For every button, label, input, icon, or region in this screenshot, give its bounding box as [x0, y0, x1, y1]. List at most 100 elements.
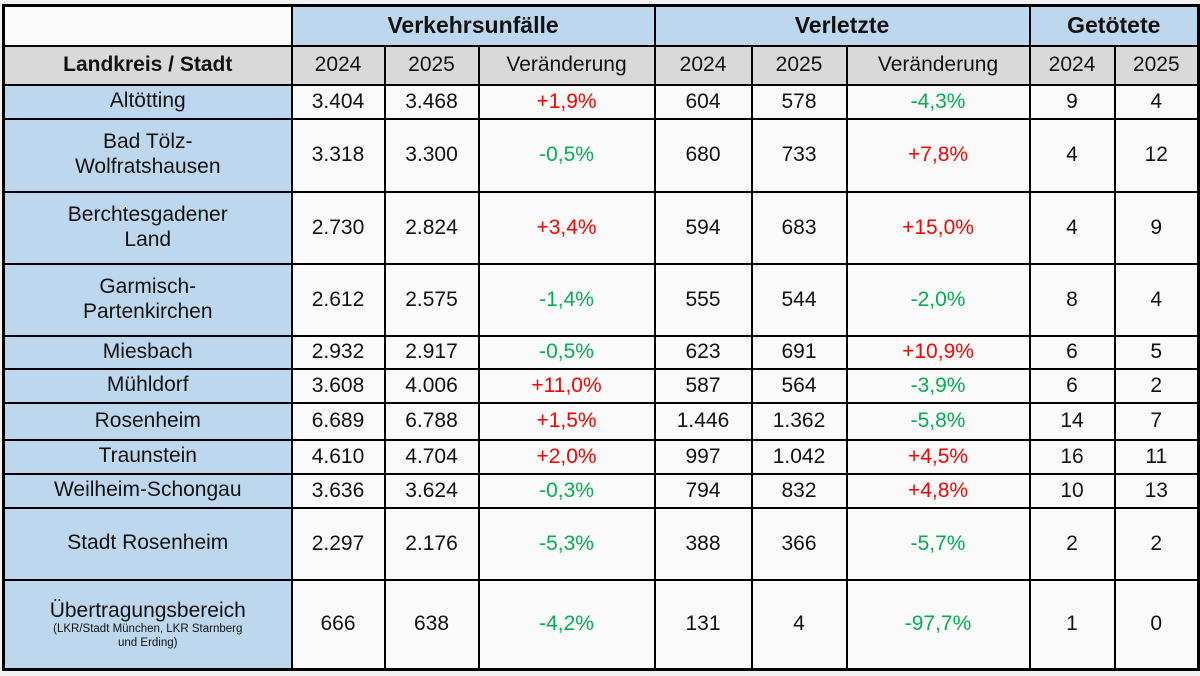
injured-2024-cell: 1.446 — [653, 401, 753, 441]
injured-change-cell: +7,8% — [845, 117, 1031, 193]
row-label: Weilheim-Schongau — [2, 472, 293, 509]
injured-change-cell: -4,3% — [845, 83, 1031, 120]
row-label: Mühldorf — [2, 367, 293, 404]
injured-2024-header: 2024 — [653, 44, 753, 86]
district-name: Stadt Rosenheim — [67, 531, 229, 555]
injured-2024-cell: 794 — [653, 472, 753, 509]
group-header-verletzte: Verletzte — [653, 4, 1031, 47]
accidents-2024-cell: 6.689 — [290, 401, 386, 441]
accidents-change-cell: -0,5% — [477, 117, 656, 193]
accidents-2024-cell: 2.730 — [290, 190, 386, 265]
killed-2024-cell: 16 — [1028, 438, 1116, 475]
killed-2025-cell: 2 — [1113, 367, 1200, 404]
table-row-garmisch: Garmisch- Partenkirchen 2.612 2.575 -1,4… — [2, 262, 1200, 337]
district-name: Miesbach — [102, 339, 193, 363]
accidents-2025-cell: 3.300 — [383, 117, 480, 193]
killed-2024-cell: 14 — [1028, 401, 1116, 441]
accidents-change-cell: +1,5% — [477, 401, 656, 441]
injured-2025-cell: 1.362 — [750, 401, 848, 441]
row-header-label: Landkreis / Stadt — [2, 44, 293, 86]
table-row-altoetting: Altötting 3.404 3.468 +1,9% 604 578 -4,3… — [2, 83, 1200, 120]
injured-change-cell: +4,8% — [845, 472, 1031, 509]
killed-2025-cell: 0 — [1113, 578, 1200, 671]
accidents-2025-cell: 4.704 — [383, 438, 480, 475]
accidents-2025-header: 2025 — [383, 44, 480, 86]
group-header-row: Verkehrsunfälle Verletzte Getötete — [2, 4, 1200, 47]
corner-cell — [2, 4, 293, 47]
row-label: Rosenheim — [2, 401, 293, 441]
accidents-change-cell: -0,3% — [477, 472, 656, 509]
district-name: Bad Tölz- Wolfratshausen — [74, 130, 221, 178]
accidents-2024-cell: 4.610 — [290, 438, 386, 475]
accidents-2024-header: 2024 — [290, 44, 386, 86]
accidents-change-cell: +2,0% — [477, 438, 656, 475]
injured-2025-cell: 691 — [750, 334, 848, 370]
accidents-2025-cell: 638 — [383, 578, 480, 671]
row-label: Garmisch- Partenkirchen — [2, 262, 293, 337]
killed-2025-cell: 13 — [1113, 472, 1200, 509]
injured-2025-header: 2025 — [750, 44, 848, 86]
killed-2025-cell: 4 — [1113, 262, 1200, 337]
row-label: Berchtesgadener Land — [2, 190, 293, 265]
table-row-rosenheim: Rosenheim 6.689 6.788 +1,5% 1.446 1.362 … — [2, 401, 1200, 441]
injured-change-cell: +4,5% — [845, 438, 1031, 475]
injured-2024-cell: 555 — [653, 262, 753, 337]
row-label: Miesbach — [2, 334, 293, 370]
district-name: Weilheim-Schongau — [53, 478, 242, 502]
injured-2025-cell: 733 — [750, 117, 848, 193]
injured-2024-cell: 131 — [653, 578, 753, 671]
injured-2024-cell: 587 — [653, 367, 753, 404]
accidents-change-cell: +1,9% — [477, 83, 656, 120]
injured-change-cell: -97,7% — [845, 578, 1031, 671]
accidents-2025-cell: 2.575 — [383, 262, 480, 337]
injured-2024-cell: 388 — [653, 506, 753, 581]
killed-2025-cell: 5 — [1113, 334, 1200, 370]
injured-2024-cell: 623 — [653, 334, 753, 370]
district-name: Mühldorf — [106, 373, 189, 397]
killed-2025-cell: 9 — [1113, 190, 1200, 265]
injured-2025-cell: 832 — [750, 472, 848, 509]
killed-2024-cell: 8 — [1028, 262, 1116, 337]
killed-2025-cell: 2 — [1113, 506, 1200, 581]
group-header-getoetete: Getötete — [1028, 4, 1200, 47]
injured-change-cell: +15,0% — [845, 190, 1031, 265]
accidents-change-cell: +3,4% — [477, 190, 656, 265]
injured-2025-cell: 564 — [750, 367, 848, 404]
accidents-2024-cell: 3.318 — [290, 117, 386, 193]
column-header-row: Landkreis / Stadt 2024 2025 Veränderung … — [2, 44, 1200, 86]
row-label: Stadt Rosenheim — [2, 506, 293, 581]
injured-2024-cell: 997 — [653, 438, 753, 475]
injured-2024-cell: 680 — [653, 117, 753, 193]
district-name: Garmisch- Partenkirchen — [82, 274, 213, 323]
injured-2025-cell: 544 — [750, 262, 848, 337]
injured-2025-cell: 683 — [750, 190, 848, 265]
accidents-change-cell: -5,3% — [477, 506, 656, 581]
injured-change-cell: -5,7% — [845, 506, 1031, 581]
killed-2024-cell: 4 — [1028, 117, 1116, 193]
table-row-berchtesgadener-land: Berchtesgadener Land 2.730 2.824 +3,4% 5… — [2, 190, 1200, 265]
row-label: Übertragungsbereich (LKR/Stadt München, L… — [2, 578, 293, 671]
table-row-miesbach: Miesbach 2.932 2.917 -0,5% 623 691 +10,9… — [2, 334, 1200, 370]
accidents-change-cell: +11,0% — [477, 367, 656, 404]
accident-statistics-table: Verkehrsunfälle Verletzte Getötete Landk… — [2, 4, 1200, 671]
row-label: Bad Tölz- Wolfratshausen — [2, 117, 293, 193]
killed-2024-cell: 10 — [1028, 472, 1116, 509]
injured-change-cell: -2,0% — [845, 262, 1031, 337]
injured-2024-cell: 594 — [653, 190, 753, 265]
row-label: Traunstein — [2, 438, 293, 475]
killed-2024-cell: 2 — [1028, 506, 1116, 581]
injured-change-cell: +10,9% — [845, 334, 1031, 370]
accidents-change-cell: -4,2% — [477, 578, 656, 671]
accidents-2025-cell: 2.917 — [383, 334, 480, 370]
killed-2024-cell: 9 — [1028, 83, 1116, 120]
killed-2024-cell: 6 — [1028, 334, 1116, 370]
table-row-weilheim: Weilheim-Schongau 3.636 3.624 -0,3% 794 … — [2, 472, 1200, 509]
accidents-change-cell: -0,5% — [477, 334, 656, 370]
killed-2024-cell: 4 — [1028, 190, 1116, 265]
district-name: Übertragungsbereich — [49, 598, 246, 622]
accidents-2024-cell: 2.612 — [290, 262, 386, 337]
injured-change-cell: -3,9% — [845, 367, 1031, 404]
table-row-bad-toelz: Bad Tölz- Wolfratshausen 3.318 3.300 -0,… — [2, 117, 1200, 193]
injured-2025-cell: 4 — [750, 578, 848, 671]
